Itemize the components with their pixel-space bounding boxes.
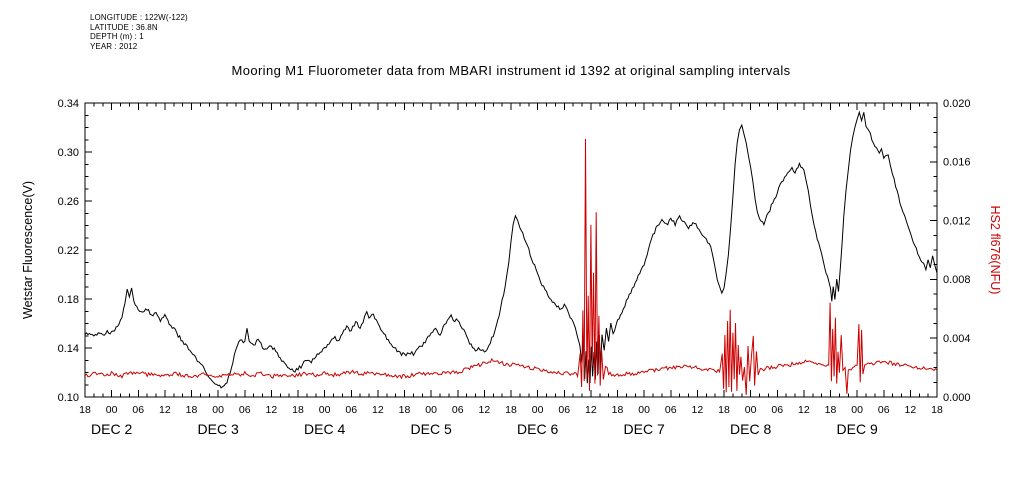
- x-tick-label: 18: [931, 404, 943, 416]
- x-tick-label: 00: [106, 404, 118, 416]
- x-tick-label: 12: [266, 404, 278, 416]
- x-tick-label: 18: [612, 404, 624, 416]
- x-tick-label: 06: [345, 404, 357, 416]
- left-axis-title: Wetstar Fluorescence(V): [21, 181, 35, 319]
- x-tick-label: 00: [532, 404, 544, 416]
- x-tick-label: 06: [771, 404, 783, 416]
- x-tick-label: 06: [239, 404, 251, 416]
- left-tick-label: 0.26: [58, 196, 79, 208]
- x-date-label: DEC 5: [411, 421, 452, 437]
- x-tick-label: 18: [825, 404, 837, 416]
- right-tick-label: 0.016: [943, 157, 971, 169]
- left-tick-label: 0.22: [58, 245, 79, 257]
- x-tick-label: 00: [319, 404, 331, 416]
- right-tick-label: 0.008: [943, 274, 971, 286]
- hs2-series-line: [84, 138, 938, 395]
- left-tick-label: 0.30: [58, 147, 79, 159]
- x-tick-label: 12: [372, 404, 384, 416]
- x-tick-label: 18: [505, 404, 517, 416]
- right-axis-title: HS2 fl676(NFU): [988, 206, 1002, 295]
- x-tick-label: 00: [851, 404, 863, 416]
- x-tick-label: 18: [292, 404, 304, 416]
- metadata-block: LONGITUDE : 122W(-122) LATITUDE : 36.8N …: [90, 13, 188, 51]
- x-date-label: DEC 4: [304, 421, 345, 437]
- x-tick-label: 06: [665, 404, 677, 416]
- wetstar-series-line: [84, 110, 938, 389]
- x-tick-label: 12: [692, 404, 704, 416]
- metadata-latitude: LATITUDE : 36.8N: [90, 22, 158, 32]
- left-tick-label: 0.34: [58, 98, 79, 110]
- right-tick-label: 0.004: [943, 333, 971, 345]
- chart-title: Mooring M1 Fluorometer data from MBARI i…: [231, 63, 791, 78]
- x-tick-label: 12: [159, 404, 171, 416]
- x-tick-label: 12: [905, 404, 917, 416]
- x-date-label: DEC 6: [517, 421, 558, 437]
- metadata-year: YEAR : 2012: [90, 41, 138, 51]
- x-date-label: DEC 9: [837, 421, 878, 437]
- chart-generated-layer: 18 00 06 12 18 00 06 12 18 00 06 12 18 00 06 12 18 00 06 12…: [58, 98, 971, 437]
- x-tick-label: 18: [718, 404, 730, 416]
- plot-frame: [84, 102, 938, 398]
- left-tick-label: 0.10: [58, 392, 79, 404]
- x-tick-label: 18: [399, 404, 411, 416]
- x-tick-label: 00: [638, 404, 650, 416]
- metadata-longitude: LONGITUDE : 122W(-122): [90, 13, 188, 22]
- right-tick-label: 0.012: [943, 215, 971, 227]
- x-tick-label: 12: [479, 404, 491, 416]
- x-tick-label: 00: [212, 404, 224, 416]
- x-tick-label: 18: [186, 404, 198, 416]
- metadata-depth: DEPTH (m) : 1: [90, 32, 144, 42]
- x-date-label: DEC 8: [730, 421, 771, 437]
- x-tick-label: 12: [798, 404, 810, 416]
- left-tick-label: 0.18: [58, 294, 79, 306]
- x-date-label: DEC 7: [624, 421, 665, 437]
- right-tick-label: 0.000: [943, 392, 971, 404]
- x-tick-label: 12: [585, 404, 597, 416]
- x-tick-label: 06: [452, 404, 464, 416]
- x-tick-label: 06: [558, 404, 570, 416]
- x-tick-label: 00: [745, 404, 757, 416]
- left-tick-label: 0.14: [58, 343, 79, 355]
- x-tick-label: 00: [425, 404, 437, 416]
- x-tick-label: 18: [79, 404, 91, 416]
- right-tick-label: 0.020: [943, 98, 971, 110]
- x-date-label: DEC 2: [91, 421, 132, 437]
- x-tick-label: 06: [132, 404, 144, 416]
- x-tick-label: 06: [878, 404, 890, 416]
- x-date-label: DEC 3: [198, 421, 239, 437]
